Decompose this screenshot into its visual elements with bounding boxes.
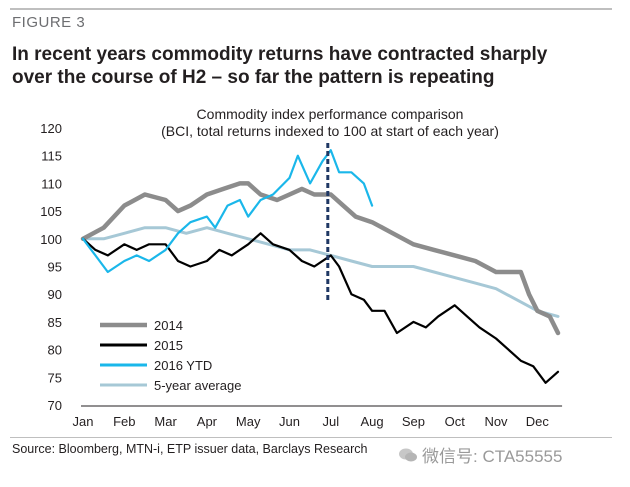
x-tick-label: Feb: [113, 414, 135, 429]
series-line-5-year-average: [81, 226, 560, 318]
y-tick-label: 105: [40, 204, 62, 219]
x-tick-label: Apr: [197, 414, 218, 429]
series-line-2014: [80, 181, 561, 336]
x-tick-label: Oct: [445, 414, 466, 429]
y-tick-label: 100: [40, 232, 62, 247]
x-tick-label: Jul: [322, 414, 339, 429]
x-axis-ticks: Jan Feb Mar Apr May Jun Jul Aug Sep Oct Nov Dec: [73, 414, 550, 429]
x-tick-label: Jan: [73, 414, 94, 429]
headline-line-1: In recent years commodity returns have c…: [12, 44, 548, 65]
x-tick-label: Sep: [402, 414, 425, 429]
figure-label: FIGURE 3: [12, 14, 86, 31]
headline: In recent years commodity returns have c…: [12, 43, 618, 89]
y-tick-label: 110: [41, 176, 62, 191]
legend-label: 2015: [154, 338, 183, 353]
y-tick-label: 85: [48, 315, 62, 330]
watermark: 微信号: CTA55555: [422, 442, 562, 467]
x-tick-label: Mar: [154, 414, 177, 429]
watermark-text: 微信号: CTA55555: [422, 447, 563, 466]
legend-label: 2014: [154, 318, 183, 333]
series-lines: [80, 149, 561, 384]
y-tick-label: 90: [48, 287, 62, 302]
wechat-icon: [399, 448, 417, 462]
y-tick-label: 115: [41, 149, 62, 164]
x-tick-label: Nov: [484, 414, 508, 429]
y-tick-label: 95: [48, 260, 62, 275]
y-tick-label: 80: [48, 343, 62, 358]
y-tick-label: 70: [48, 398, 62, 413]
x-tick-label: May: [236, 414, 261, 429]
headline-line-2: over the course of H2 – so far the patte…: [12, 67, 495, 88]
x-tick-label: Dec: [526, 414, 550, 429]
y-tick-label: 120: [40, 121, 62, 136]
x-tick-label: Jun: [279, 414, 300, 429]
chart-title: Commodity index performance comparison: [196, 106, 464, 122]
y-axis-ticks: 70 75 80 85 90 95 100 105 110 115 120: [40, 121, 62, 413]
top-rule: [10, 8, 612, 10]
legend-label: 2016 YTD: [154, 358, 212, 373]
series-line-2016-ytd: [81, 149, 374, 274]
x-tick-label: Aug: [361, 414, 384, 429]
legend-label: 5-year average: [154, 378, 241, 393]
source-note: Source: Bloomberg, MTN-i, ETP issuer dat…: [12, 442, 368, 456]
series-line-2015: [81, 232, 560, 384]
y-tick-label: 75: [48, 370, 62, 385]
legend: 2014 2015 2016 YTD 5-year average: [100, 318, 241, 393]
bottom-rule: [10, 437, 612, 438]
chart-subtitle: (BCI, total returns indexed to 100 at st…: [161, 123, 499, 139]
